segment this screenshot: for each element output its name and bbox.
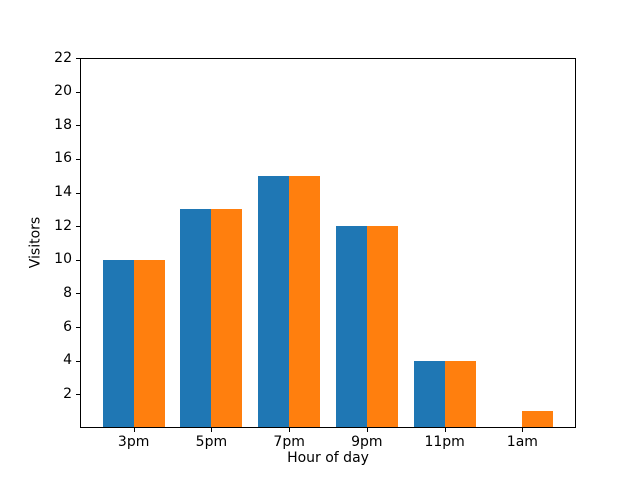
- x-tick-label: 1am: [506, 434, 538, 450]
- y-tick-label: 22: [54, 49, 72, 66]
- bar-series-blue-11pm: [413, 360, 445, 427]
- x-axis-label: Hour of day: [287, 450, 369, 466]
- y-tick-label: 18: [54, 116, 72, 133]
- y-tick-mark: [76, 91, 80, 93]
- bar-series-orange-9pm: [366, 226, 398, 427]
- bar-series-blue-5pm: [180, 209, 212, 427]
- x-tick-mark: [211, 428, 213, 432]
- x-tick-mark: [444, 428, 446, 432]
- y-tick-mark: [76, 192, 80, 194]
- y-tick-mark: [76, 259, 80, 261]
- y-tick-label: 20: [54, 83, 72, 100]
- y-axis-label: Visitors: [27, 216, 44, 269]
- x-tick-label: 9pm: [351, 434, 383, 450]
- bar-series-orange-5pm: [211, 209, 243, 427]
- y-tick-mark: [76, 293, 80, 295]
- bar-series-blue-3pm: [102, 259, 134, 427]
- y-tick-label: 6: [63, 318, 72, 335]
- bar-series-orange-3pm: [133, 259, 165, 427]
- bar-series-orange-11pm: [444, 360, 476, 427]
- bars-layer: [81, 59, 575, 427]
- x-tick-mark: [133, 428, 135, 432]
- bar-series-orange-1am: [522, 411, 554, 427]
- y-tick-mark: [76, 394, 80, 396]
- y-tick-mark: [76, 327, 80, 329]
- x-tick-mark: [366, 428, 368, 432]
- y-tick-label: 14: [54, 184, 72, 201]
- x-tick-mark: [522, 428, 524, 432]
- y-tick-mark: [76, 360, 80, 362]
- bar-series-orange-7pm: [289, 175, 321, 427]
- y-tick-label: 16: [54, 150, 72, 167]
- x-tick-mark: [289, 428, 291, 432]
- x-tick-label: 5pm: [195, 434, 228, 450]
- y-tick-mark: [76, 158, 80, 160]
- x-tick-label: 7pm: [273, 434, 305, 450]
- plot-area: [80, 58, 576, 428]
- x-tick-label: 3pm: [117, 434, 150, 450]
- x-tick-label: 11pm: [424, 434, 465, 450]
- y-tick-mark: [76, 125, 80, 127]
- y-tick-label: 12: [54, 217, 72, 234]
- y-tick-label: 4: [63, 352, 72, 369]
- y-tick-mark: [76, 58, 80, 59]
- y-tick-label: 8: [63, 284, 72, 301]
- y-tick-label: 10: [54, 251, 72, 268]
- bar-series-blue-7pm: [258, 175, 290, 427]
- y-tick-mark: [76, 226, 80, 228]
- bar-series-blue-9pm: [335, 226, 367, 427]
- y-tick-label: 2: [63, 385, 72, 402]
